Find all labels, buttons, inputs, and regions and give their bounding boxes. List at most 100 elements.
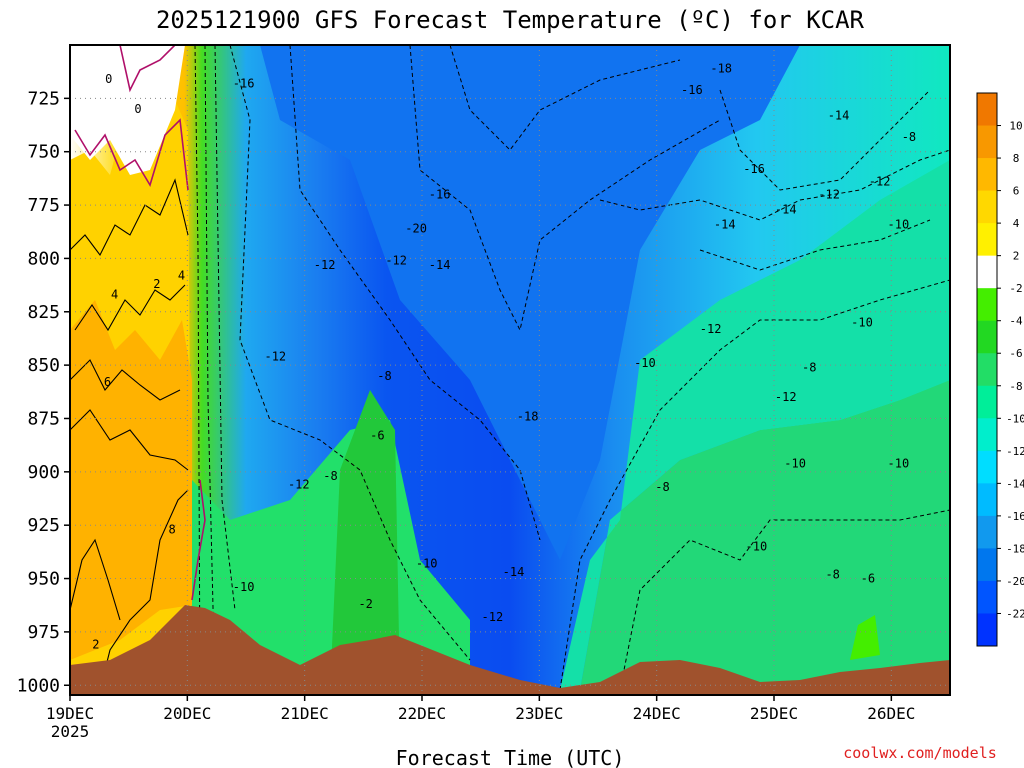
- contour-label: 2: [92, 638, 99, 652]
- contour-label: 0: [105, 72, 112, 86]
- colorbar-label: 2: [1013, 250, 1020, 263]
- colorbar-swatch: [977, 125, 997, 159]
- contour-label: -10: [784, 456, 806, 470]
- colorbar-label: -12: [1006, 445, 1024, 458]
- contour-label: -12: [818, 187, 840, 201]
- contour-label: -6: [370, 429, 384, 443]
- contour-label: 4: [178, 268, 185, 282]
- contour-label: -10: [888, 456, 910, 470]
- colorbar-swatch: [977, 320, 997, 354]
- contour-label: -14: [828, 108, 850, 122]
- colorbar-label: -10: [1006, 412, 1024, 425]
- colorbar-swatch: [977, 613, 997, 647]
- y-tick-label: 875: [27, 408, 60, 429]
- colorbar: 10 8 6 4 2 -2 -4 -6 -8 -10 -12 -14 -16 -18 -20 -22: [976, 92, 1024, 647]
- surface-terrain: [70, 605, 950, 695]
- colorbar-label: -18: [1006, 542, 1024, 555]
- contour-label: -16: [429, 187, 451, 201]
- contour-label: -8: [825, 567, 839, 581]
- contour-label: 6: [104, 375, 111, 389]
- solid-contours: [70, 178, 189, 691]
- y-tick-label: 1000: [17, 675, 60, 696]
- warm-core-region: [70, 300, 192, 660]
- colorbar-swatch: [977, 450, 997, 484]
- contour-label: -16: [743, 162, 765, 176]
- y-axis: 725 750 775 800 825 850 875 900 925 950 975 1000: [17, 88, 70, 696]
- credit-link[interactable]: coolwx.com/models: [843, 744, 997, 762]
- dashed-contours: [194, 45, 950, 691]
- x-tick-label: 26DEC: [867, 704, 915, 723]
- contour-label: -10: [233, 580, 255, 594]
- y-tick-label: 750: [27, 142, 60, 163]
- contour-label: -8: [655, 480, 669, 494]
- contour-label: -16: [233, 76, 255, 90]
- y-tick-label: 925: [27, 515, 60, 536]
- y-tick-label: 725: [27, 88, 60, 109]
- contour-label: -10: [888, 217, 910, 231]
- colorbar-frame: [976, 92, 998, 647]
- contour-labels: 0 0 2 4 2 4 6 8 -16 -12 -12 -12 -12 -8 -10 -8 -6 -2 -10 -20…: [92, 61, 916, 652]
- colorbar-swatch: [977, 515, 997, 549]
- contour-label: -12: [482, 610, 504, 624]
- colorbar-swatch: [977, 288, 997, 322]
- colorbar-swatch: [977, 255, 997, 289]
- contour-label: 0: [134, 102, 141, 116]
- colorbar-swatch: [977, 418, 997, 452]
- colorbar-swatch: [977, 93, 997, 127]
- colorbar-swatch: [977, 483, 997, 517]
- grid: [69, 45, 950, 695]
- lowlevel-green-region: [192, 420, 470, 690]
- colorbar-label: -8: [1009, 380, 1022, 393]
- colorbar-label: 6: [1013, 185, 1020, 198]
- contour-label: -14: [775, 202, 797, 216]
- contour-label: 4: [111, 288, 118, 302]
- colorbar-label: 8: [1013, 152, 1020, 165]
- colorbar-swatch: [977, 548, 997, 582]
- x-tick-label: 24DEC: [633, 704, 681, 723]
- x-tick-label: 23DEC: [515, 704, 563, 723]
- colorbar-swatch: [977, 353, 997, 387]
- contour-label: -16: [681, 83, 703, 97]
- contour-label: -12: [775, 390, 797, 404]
- contour-label: -14: [429, 258, 451, 272]
- y-tick-label: 975: [27, 622, 60, 643]
- contour-label: -12: [869, 175, 891, 189]
- colorbar-swatch: [977, 580, 997, 614]
- contour-label: -2: [358, 597, 372, 611]
- cold-mid-region: [260, 45, 800, 560]
- x-axis-title: Forecast Time (UTC): [396, 746, 625, 768]
- colorbar-label: -2: [1009, 282, 1022, 295]
- contour-label: -8: [377, 369, 391, 383]
- contour-label: 2: [153, 277, 160, 291]
- x-tick-label: 21DEC: [281, 704, 329, 723]
- y-tick-label: 900: [27, 462, 60, 483]
- contour-label: -14: [503, 565, 525, 579]
- contour-label: -12: [700, 322, 722, 336]
- x-tick-label: 22DEC: [398, 704, 446, 723]
- contour-label: 8: [168, 522, 175, 536]
- contour-label: -10: [634, 356, 656, 370]
- contour-label: -8: [323, 469, 337, 483]
- contour-label: -18: [710, 61, 732, 75]
- y-tick-label: 850: [27, 355, 60, 376]
- contour-label: -10: [746, 540, 768, 554]
- contour-label: -8: [902, 130, 916, 144]
- contour-label: -12: [288, 478, 310, 492]
- colorbar-label: -22: [1006, 607, 1024, 620]
- contour-label: -20: [405, 222, 427, 236]
- colorbar-label: -20: [1006, 575, 1024, 588]
- y-tick-label: 775: [27, 195, 60, 216]
- y-tick-label: 800: [27, 248, 60, 269]
- colorbar-swatch: [977, 223, 997, 257]
- contour-label: -12: [385, 254, 407, 268]
- x-start-year: 2025: [51, 722, 90, 741]
- colorbar-label: -6: [1009, 347, 1022, 360]
- colorbar-label: 10: [1009, 120, 1022, 133]
- colorbar-label: -16: [1006, 510, 1024, 523]
- colorbar-label: -14: [1006, 477, 1024, 490]
- eastern-mid-region: [560, 160, 950, 690]
- plot-area: [70, 45, 950, 695]
- plot-frame: [69, 44, 951, 696]
- contour-label: -12: [264, 350, 286, 364]
